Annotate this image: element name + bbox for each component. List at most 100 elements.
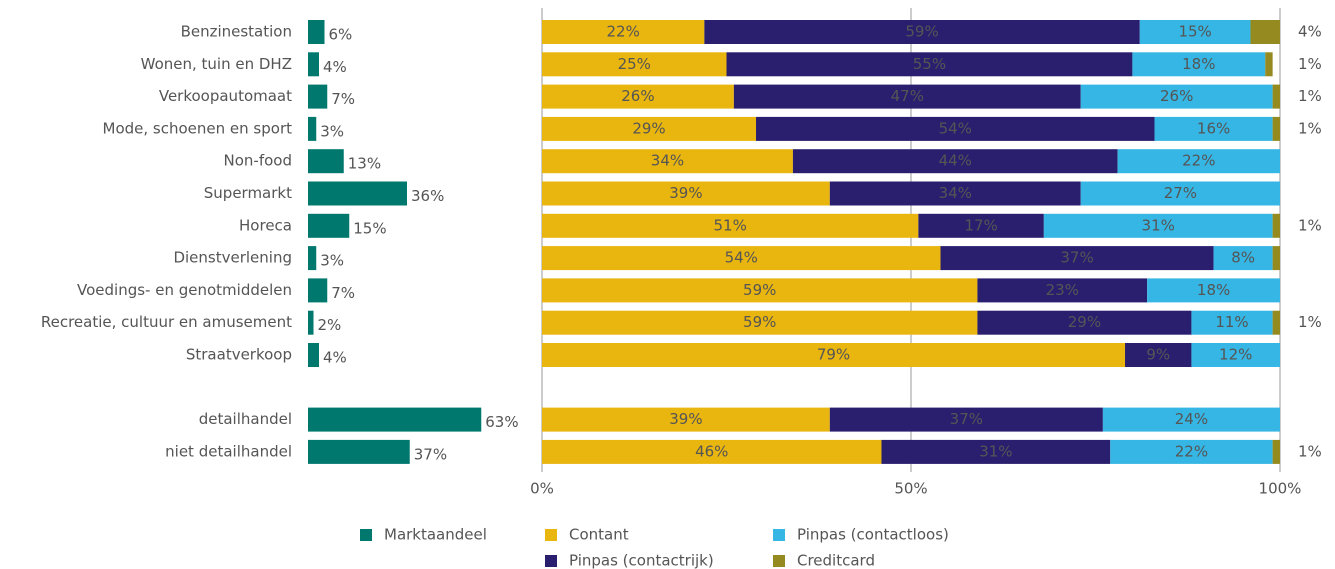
segment: [542, 149, 793, 174]
segment: [704, 20, 1140, 44]
segment: [1250, 20, 1280, 44]
segment-label: 11%: [1215, 313, 1248, 331]
segment: [1272, 213, 1280, 238]
segment: [829, 407, 1103, 432]
segment-label: 54%: [725, 249, 758, 267]
legend-label: Creditcard: [797, 552, 875, 569]
segment: [1139, 20, 1251, 44]
segment-label: 1%: [1298, 442, 1322, 460]
segment-label: 51%: [714, 216, 747, 234]
segment-label: 29%: [1068, 313, 1101, 331]
segment-label: 34%: [939, 184, 972, 202]
share-label: 6%: [329, 26, 353, 44]
category-label: Horeca: [239, 216, 292, 234]
segment-label: 59%: [905, 23, 938, 41]
category-label: detailhandel: [199, 410, 292, 428]
legend-swatch: [773, 555, 785, 567]
legend-label: Pinpas (contactloos): [797, 526, 949, 544]
segment-label: 26%: [621, 87, 654, 105]
segment-label: 31%: [979, 442, 1012, 460]
segment: [1132, 52, 1266, 77]
segment: [542, 52, 727, 77]
segment: [940, 246, 1214, 271]
x-tick-label: 50%: [894, 480, 927, 498]
segment-label: 22%: [1182, 152, 1215, 170]
segment: [1125, 343, 1192, 367]
segment-label: 1%: [1298, 313, 1322, 331]
segment: [1213, 246, 1273, 271]
segment: [542, 343, 1126, 367]
segment-label: 1%: [1298, 55, 1322, 73]
share-bar: [308, 407, 482, 432]
x-tick-label: 100%: [1259, 480, 1302, 498]
segment-label: 22%: [607, 23, 640, 41]
segment-label: 12%: [1219, 346, 1252, 364]
category-label: Dienstverlening: [173, 249, 292, 267]
segment: [1265, 52, 1273, 77]
segment: [542, 439, 882, 464]
segment: [1272, 439, 1280, 464]
segment: [1080, 84, 1273, 109]
legend-swatch: [545, 529, 557, 541]
legend-label: Contant: [569, 526, 629, 544]
segment-label: 18%: [1197, 281, 1230, 299]
segment-label: 22%: [1175, 442, 1208, 460]
category-label: Non-food: [224, 152, 292, 170]
segment: [1272, 84, 1280, 109]
segment: [542, 213, 919, 238]
segment: [1272, 246, 1280, 271]
segment-label: 47%: [891, 87, 924, 105]
segment: [542, 84, 734, 109]
segment: [1110, 439, 1273, 464]
segment-label: 15%: [1178, 23, 1211, 41]
share-bar: [308, 149, 344, 174]
legend-label: Marktaandeel: [384, 526, 487, 544]
share-bar: [308, 181, 407, 206]
segment-label: 24%: [1175, 410, 1208, 428]
segment: [1080, 181, 1280, 206]
share-bar: [308, 20, 325, 44]
legend-swatch: [773, 529, 785, 541]
segment-label: 9%: [1146, 346, 1170, 364]
share-label: 63%: [485, 413, 518, 431]
segment-label: 37%: [1060, 249, 1093, 267]
category-label: Voedings- en genotmiddelen: [77, 281, 292, 299]
legend-swatch: [545, 555, 557, 567]
segment: [1147, 278, 1280, 303]
segment-label: 79%: [817, 346, 850, 364]
segment-label: 59%: [743, 281, 776, 299]
share-label: 7%: [331, 284, 355, 302]
share-label: 37%: [414, 445, 447, 463]
share-bar: [308, 278, 328, 303]
segment-label: 1%: [1298, 216, 1322, 234]
share-label: 15%: [353, 219, 386, 237]
segment: [1154, 116, 1273, 141]
segment-label: 55%: [913, 55, 946, 73]
share-bar: [308, 343, 319, 367]
segment: [977, 278, 1148, 303]
segment: [726, 52, 1133, 77]
legend-swatch: [360, 529, 372, 541]
segment-label: 31%: [1142, 216, 1175, 234]
segment: [733, 84, 1081, 109]
segment: [881, 439, 1111, 464]
segment-label: 37%: [950, 410, 983, 428]
segment-label: 23%: [1046, 281, 1079, 299]
share-bar: [308, 439, 410, 464]
segment-label: 39%: [669, 410, 702, 428]
segment-label: 44%: [939, 152, 972, 170]
category-label: Recreatie, cultuur en amusement: [41, 313, 292, 331]
category-label: Supermarkt: [204, 184, 292, 202]
legend-label: Pinpas (contactrijk): [569, 552, 714, 569]
share-label: 7%: [331, 90, 355, 108]
segment: [792, 149, 1118, 174]
segment: [542, 20, 705, 44]
segment-label: 59%: [743, 313, 776, 331]
segment-label: 26%: [1160, 87, 1193, 105]
segment: [1272, 116, 1280, 141]
segment: [542, 181, 830, 206]
share-bar: [308, 213, 350, 238]
share-label: 3%: [320, 122, 344, 140]
segment: [1102, 407, 1280, 432]
